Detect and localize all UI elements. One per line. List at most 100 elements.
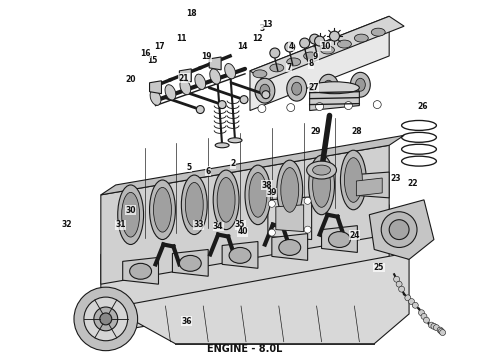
Text: 9: 9	[313, 52, 318, 61]
Ellipse shape	[228, 138, 242, 143]
Ellipse shape	[195, 74, 206, 89]
Polygon shape	[250, 16, 404, 81]
Text: 24: 24	[349, 231, 360, 240]
Circle shape	[287, 104, 294, 112]
Circle shape	[418, 310, 424, 316]
Polygon shape	[268, 197, 312, 239]
Ellipse shape	[149, 180, 175, 239]
Ellipse shape	[318, 74, 339, 99]
Polygon shape	[276, 205, 304, 231]
Text: 22: 22	[408, 179, 418, 188]
Text: 16: 16	[140, 49, 150, 58]
Ellipse shape	[118, 185, 144, 244]
Ellipse shape	[328, 231, 350, 247]
Ellipse shape	[122, 192, 140, 237]
Ellipse shape	[341, 150, 367, 210]
Text: 10: 10	[320, 41, 331, 50]
Text: 15: 15	[147, 56, 158, 65]
Polygon shape	[101, 145, 389, 284]
Ellipse shape	[185, 183, 203, 227]
Circle shape	[440, 330, 445, 336]
Text: 6: 6	[206, 167, 211, 176]
Text: 30: 30	[125, 206, 136, 215]
Ellipse shape	[181, 175, 207, 235]
Text: 8: 8	[308, 59, 314, 68]
Ellipse shape	[253, 70, 267, 78]
Text: 17: 17	[154, 41, 165, 50]
Circle shape	[262, 91, 270, 99]
Ellipse shape	[323, 80, 334, 93]
Text: 36: 36	[181, 316, 192, 325]
Ellipse shape	[210, 69, 220, 84]
Polygon shape	[222, 242, 258, 268]
Ellipse shape	[313, 163, 331, 207]
Ellipse shape	[153, 188, 172, 232]
Text: 33: 33	[194, 220, 204, 229]
Text: 21: 21	[179, 74, 189, 83]
Circle shape	[437, 327, 443, 333]
Ellipse shape	[281, 168, 299, 212]
Text: 7: 7	[286, 63, 292, 72]
Ellipse shape	[310, 82, 359, 94]
Polygon shape	[250, 16, 389, 111]
Text: ENGINE - 8.0L: ENGINE - 8.0L	[207, 344, 283, 354]
Ellipse shape	[225, 63, 236, 79]
Circle shape	[196, 105, 204, 113]
Text: 34: 34	[213, 222, 223, 231]
Text: 40: 40	[237, 227, 248, 236]
Ellipse shape	[313, 165, 331, 175]
Polygon shape	[272, 234, 308, 260]
Polygon shape	[209, 57, 221, 70]
Text: 2: 2	[230, 159, 235, 168]
Ellipse shape	[217, 177, 235, 222]
Circle shape	[373, 100, 381, 109]
Circle shape	[409, 298, 415, 305]
Circle shape	[94, 307, 118, 331]
Text: 39: 39	[267, 188, 277, 197]
Circle shape	[310, 34, 319, 44]
Polygon shape	[149, 81, 162, 94]
Text: 11: 11	[176, 35, 187, 44]
Ellipse shape	[270, 64, 284, 72]
Circle shape	[431, 323, 437, 329]
Text: 29: 29	[310, 127, 321, 136]
Ellipse shape	[320, 46, 335, 54]
Circle shape	[329, 31, 340, 41]
Ellipse shape	[277, 160, 303, 220]
Ellipse shape	[245, 165, 271, 225]
Text: 25: 25	[374, 263, 384, 272]
Ellipse shape	[309, 155, 335, 215]
Text: 27: 27	[308, 83, 319, 92]
Polygon shape	[179, 69, 191, 82]
Ellipse shape	[354, 34, 368, 42]
Circle shape	[218, 100, 226, 109]
Ellipse shape	[213, 170, 239, 230]
Text: 32: 32	[62, 220, 73, 229]
Circle shape	[304, 226, 311, 233]
Ellipse shape	[215, 143, 229, 148]
Ellipse shape	[292, 82, 302, 95]
Circle shape	[74, 287, 138, 351]
Polygon shape	[122, 257, 158, 284]
Circle shape	[316, 103, 323, 111]
Circle shape	[399, 286, 405, 292]
Circle shape	[100, 313, 112, 325]
Circle shape	[300, 38, 310, 48]
Ellipse shape	[371, 28, 385, 36]
Ellipse shape	[260, 84, 270, 97]
Ellipse shape	[338, 40, 351, 48]
Circle shape	[285, 42, 294, 52]
Circle shape	[344, 102, 352, 109]
Text: 4: 4	[289, 41, 294, 50]
Ellipse shape	[307, 161, 337, 179]
Ellipse shape	[150, 90, 161, 105]
Text: 19: 19	[201, 52, 211, 61]
Polygon shape	[321, 226, 357, 252]
Circle shape	[269, 229, 275, 236]
Ellipse shape	[287, 76, 307, 101]
Polygon shape	[101, 205, 389, 334]
Circle shape	[439, 328, 444, 334]
Circle shape	[421, 314, 427, 319]
Circle shape	[434, 325, 440, 330]
Text: 38: 38	[262, 181, 272, 190]
